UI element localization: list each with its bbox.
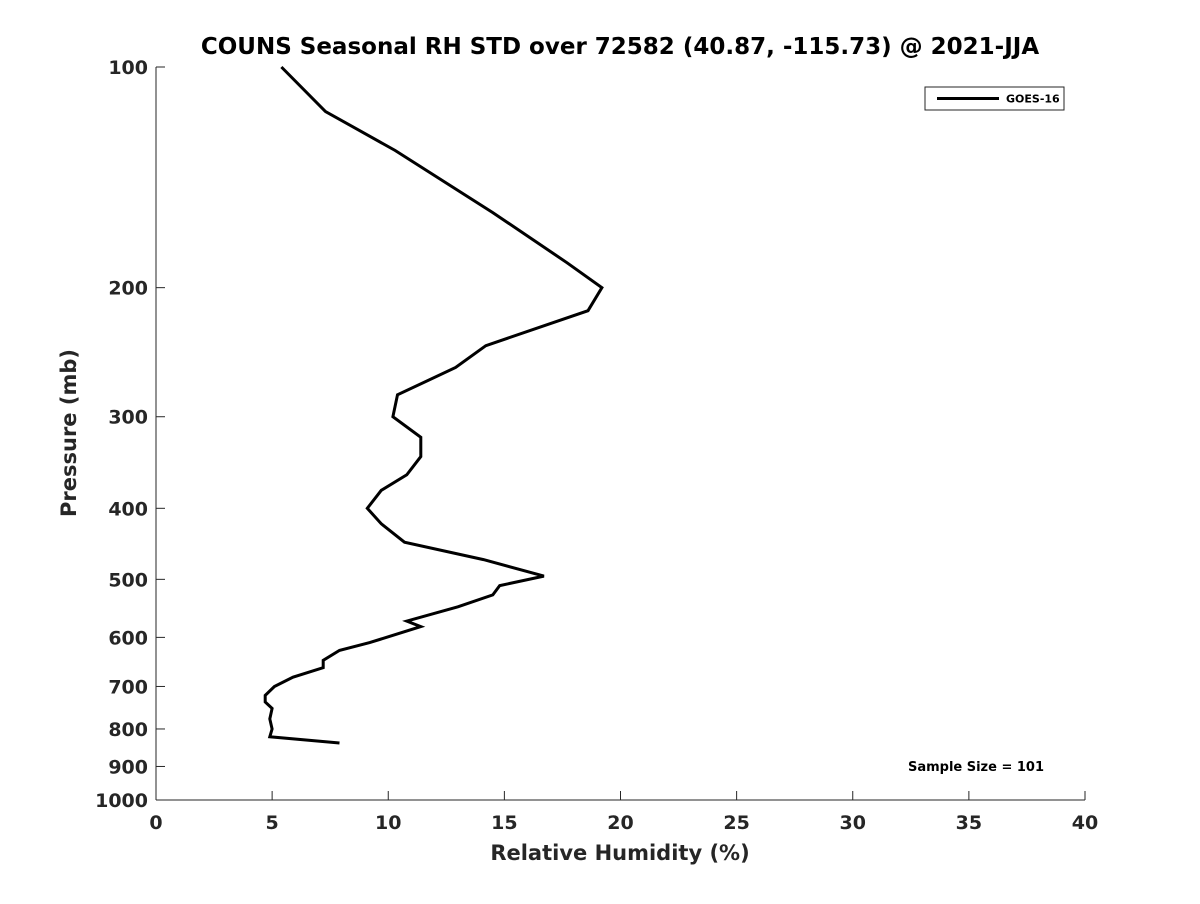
- y-tick-label: 100: [108, 57, 148, 79]
- legend: GOES-16: [924, 86, 1065, 111]
- x-tick-label: 35: [956, 812, 982, 834]
- y-tick-label: 600: [108, 627, 148, 649]
- y-tick-label: 1000: [95, 790, 148, 812]
- y-tick-label: 700: [108, 676, 148, 698]
- x-tick-label: 10: [375, 812, 401, 834]
- y-tick-label: 400: [108, 498, 148, 520]
- x-tick-label: 30: [840, 812, 866, 834]
- plot-background: [156, 67, 1085, 800]
- legend-label-goes-16: GOES-16: [1006, 93, 1060, 106]
- x-tick-label: 40: [1072, 812, 1098, 834]
- x-tick-label: 15: [491, 812, 517, 834]
- y-axis-label: Pressure (mb): [57, 349, 81, 517]
- y-tick-label: 800: [108, 719, 148, 741]
- x-axis-label: Relative Humidity (%): [490, 841, 749, 865]
- x-tick-label: 5: [266, 812, 279, 834]
- y-tick-label: 300: [108, 407, 148, 429]
- series-layer: [263, 65, 604, 745]
- series-line-goes-16: [263, 65, 604, 745]
- sample-size-annotation: Sample Size = 101: [908, 760, 1044, 775]
- x-tick-label: 25: [723, 812, 749, 834]
- y-tick-label: 900: [108, 756, 148, 778]
- y-axis: 100 200 300 400 500 600 700 800 900 1000: [95, 57, 165, 812]
- x-tick-label: 20: [607, 812, 633, 834]
- chart-title: COUNS Seasonal RH STD over 72582 (40.87,…: [201, 34, 1039, 60]
- x-tick-label: 0: [149, 812, 162, 834]
- x-axis: 0 5 10 15 20 25 30 35 40: [149, 791, 1098, 834]
- y-tick-label: 200: [108, 278, 148, 300]
- y-tick-label: 500: [108, 569, 148, 591]
